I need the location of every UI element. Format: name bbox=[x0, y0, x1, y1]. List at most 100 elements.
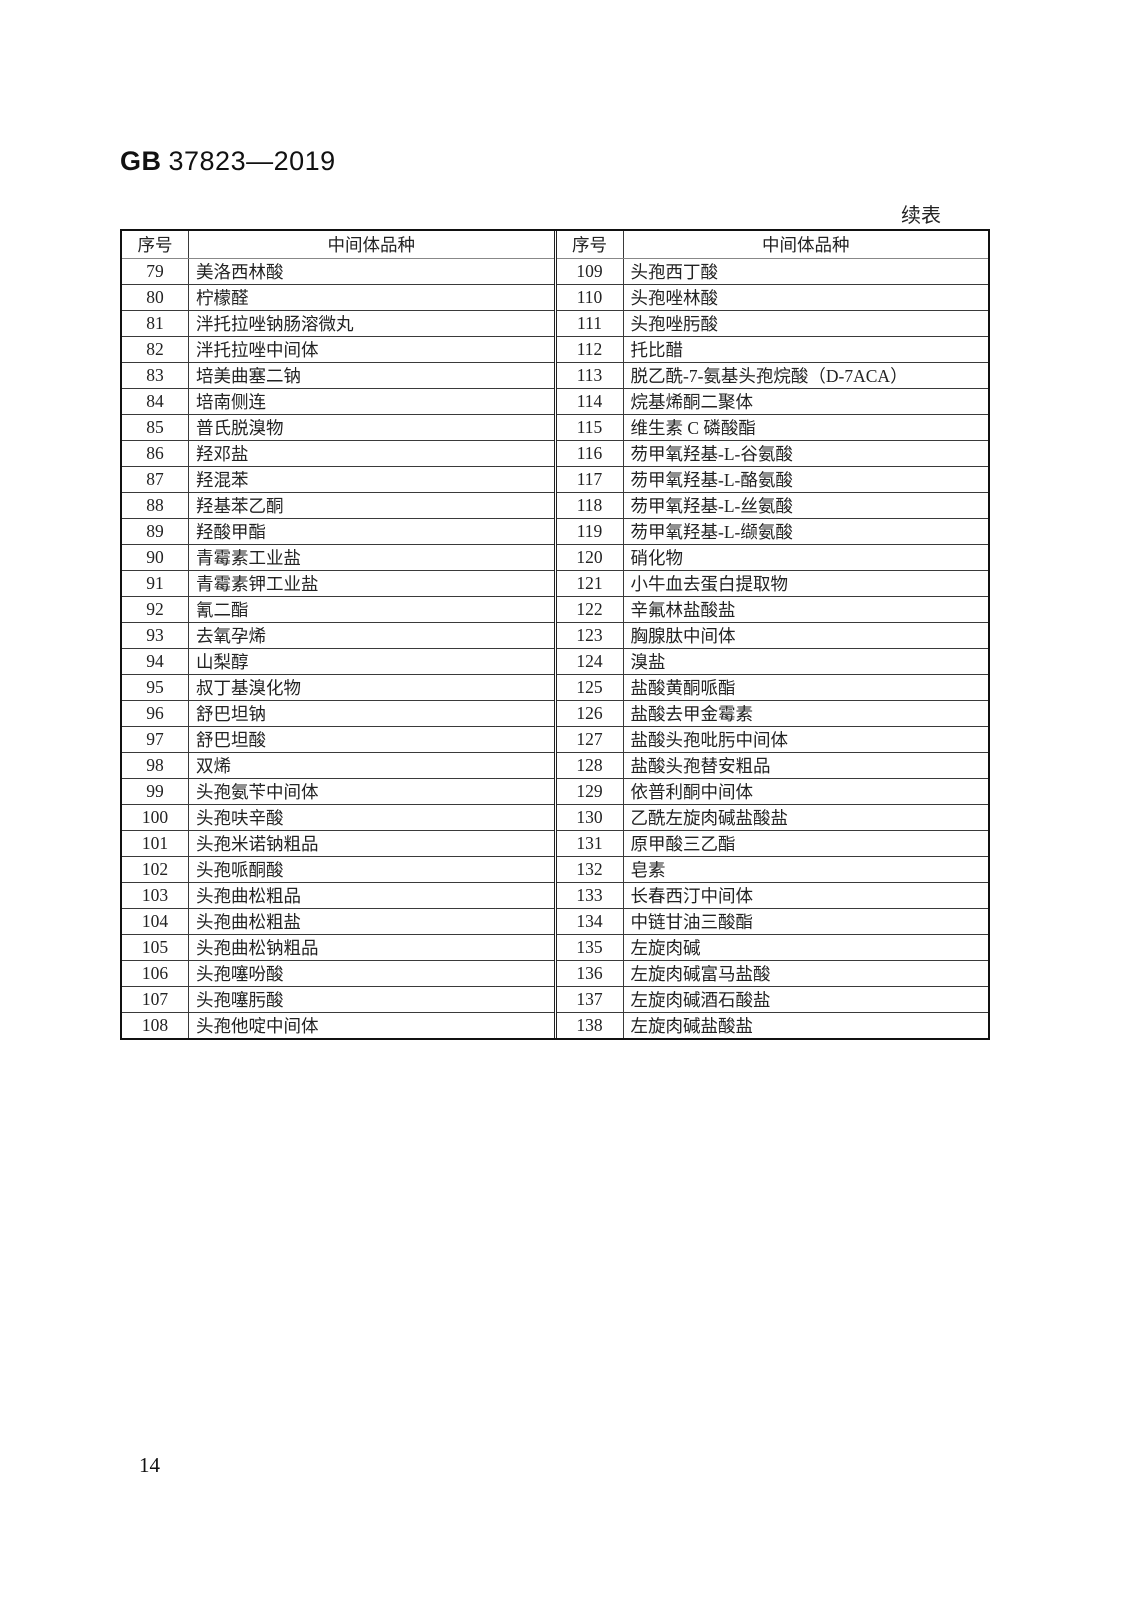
row-seq: 85 bbox=[122, 414, 189, 441]
row-name: 左旋肉碱 bbox=[623, 934, 988, 961]
row-seq: 127 bbox=[556, 726, 624, 753]
table-row: 92 氰二酯 bbox=[122, 596, 554, 623]
table-row: 138 左旋肉碱盐酸盐 bbox=[556, 1012, 989, 1038]
row-name: 泮托拉唑中间体 bbox=[188, 336, 554, 363]
table-row: 103 头孢曲松粗品 bbox=[122, 882, 554, 909]
col-header-seq: 序号 bbox=[122, 231, 189, 259]
row-seq: 88 bbox=[122, 492, 189, 519]
row-seq: 80 bbox=[122, 284, 189, 311]
row-seq: 125 bbox=[556, 674, 624, 701]
row-seq: 96 bbox=[122, 700, 189, 727]
row-seq: 81 bbox=[122, 310, 189, 337]
table-row: 121 小牛血去蛋白提取物 bbox=[556, 570, 988, 597]
row-name: 去氧孕烯 bbox=[188, 622, 554, 649]
row-seq: 114 bbox=[556, 388, 624, 415]
table-row: 84 培南侧连 bbox=[122, 388, 554, 415]
row-seq: 119 bbox=[556, 518, 624, 545]
row-name: 脱乙酰-7-氨基头孢烷酸（D-7ACA） bbox=[623, 362, 988, 389]
row-name: 叔丁基溴化物 bbox=[188, 674, 554, 701]
row-seq: 84 bbox=[122, 388, 189, 415]
row-seq: 87 bbox=[122, 466, 189, 493]
row-seq: 108 bbox=[122, 1012, 189, 1038]
row-seq: 93 bbox=[122, 622, 189, 649]
row-seq: 100 bbox=[122, 804, 189, 831]
table-row: 79 美洛西林酸 bbox=[122, 258, 554, 285]
table-row: 96 舒巴坦钠 bbox=[122, 700, 554, 727]
row-seq: 89 bbox=[122, 518, 189, 545]
table-row: 113 脱乙酰-7-氨基头孢烷酸（D-7ACA） bbox=[556, 362, 988, 389]
row-name: 盐酸头孢吡肟中间体 bbox=[623, 726, 988, 753]
table-row: 80 柠檬醛 bbox=[122, 284, 554, 311]
row-name: 盐酸头孢替安粗品 bbox=[623, 752, 988, 779]
row-name: 普氏脱溴物 bbox=[188, 414, 554, 441]
table-row: 95 叔丁基溴化物 bbox=[122, 674, 554, 701]
row-name: 头孢他啶中间体 bbox=[196, 1016, 319, 1036]
row-name: 依普利酮中间体 bbox=[623, 778, 988, 805]
table-row: 125 盐酸黄酮哌酯 bbox=[556, 674, 988, 701]
table-row: 128 盐酸头孢替安粗品 bbox=[556, 752, 988, 779]
table-row: 85 普氏脱溴物 bbox=[122, 414, 554, 441]
table-row: 112 托比醋 bbox=[556, 336, 988, 363]
table-row: 129 依普利酮中间体 bbox=[556, 778, 988, 805]
row-name: 头孢唑林酸 bbox=[623, 284, 988, 311]
table-row: 116 芴甲氧羟基-L-谷氨酸 bbox=[556, 440, 988, 467]
table-row: 120 硝化物 bbox=[556, 544, 988, 571]
row-seq: 135 bbox=[556, 934, 624, 961]
table-row: 93 去氧孕烯 bbox=[122, 622, 554, 649]
table-row: 101 头孢米诺钠粗品 bbox=[122, 830, 554, 857]
row-seq: 123 bbox=[556, 622, 624, 649]
row-name: 羟基苯乙酮 bbox=[188, 492, 554, 519]
row-name: 盐酸去甲金霉素 bbox=[623, 700, 988, 727]
row-name: 左旋肉碱酒石酸盐 bbox=[623, 986, 988, 1013]
page-number: 14 bbox=[139, 1453, 160, 1477]
table-right-body: 109 头孢西丁酸 110 头孢唑林酸 111 头孢唑肟酸 112 bbox=[556, 258, 989, 1038]
row-name: 头孢曲松粗盐 bbox=[188, 908, 554, 935]
table-row: 114 烷基烯酮二聚体 bbox=[556, 388, 988, 415]
row-name: 美洛西林酸 bbox=[188, 258, 554, 285]
table-row: 98 双烯 bbox=[122, 752, 554, 779]
row-name: 小牛血去蛋白提取物 bbox=[623, 570, 988, 597]
row-seq: 103 bbox=[122, 882, 189, 909]
row-name: 芴甲氧羟基-L-谷氨酸 bbox=[623, 440, 988, 467]
row-name: 氰二酯 bbox=[188, 596, 554, 623]
row-name: 泮托拉唑钠肠溶微丸 bbox=[188, 310, 554, 337]
row-name: 乙酰左旋肉碱盐酸盐 bbox=[623, 804, 988, 831]
row-name: 山梨醇 bbox=[188, 648, 554, 675]
row-seq: 92 bbox=[122, 596, 189, 623]
row-name: 中链甘油三酸酯 bbox=[623, 908, 988, 935]
row-seq: 124 bbox=[556, 648, 624, 675]
row-seq: 134 bbox=[556, 908, 624, 935]
row-name: 头孢米诺钠粗品 bbox=[188, 830, 554, 857]
row-name: 芴甲氧羟基-L-酪氨酸 bbox=[623, 466, 988, 493]
table-row: 107 头孢噻肟酸 bbox=[122, 986, 554, 1013]
row-name: 皂素 bbox=[623, 856, 988, 883]
row-name: 培南侧连 bbox=[188, 388, 554, 415]
doc-code: GB 37823—2019 bbox=[120, 146, 336, 177]
row-seq: 104 bbox=[122, 908, 189, 935]
row-seq: 131 bbox=[556, 830, 624, 857]
table-row: 123 胸腺肽中间体 bbox=[556, 622, 988, 649]
row-seq: 118 bbox=[556, 492, 624, 519]
col-header-name: 中间体品种 bbox=[623, 231, 988, 259]
table-row: 111 头孢唑肟酸 bbox=[556, 310, 988, 337]
row-name: 溴盐 bbox=[623, 648, 988, 675]
table-row: 115 维生素 C 磷酸酯 bbox=[556, 414, 988, 441]
table-row: 97 舒巴坦酸 bbox=[122, 726, 554, 753]
table-row: 99 头孢氨苄中间体 bbox=[122, 778, 554, 805]
row-seq: 109 bbox=[556, 258, 624, 285]
row-seq: 106 bbox=[122, 960, 189, 987]
row-name: 芴甲氧羟基-L-丝氨酸 bbox=[623, 492, 988, 519]
row-seq: 111 bbox=[556, 310, 624, 337]
row-name: 双烯 bbox=[188, 752, 554, 779]
row-name: 舒巴坦酸 bbox=[188, 726, 554, 753]
table-row: 137 左旋肉碱酒石酸盐 bbox=[556, 986, 988, 1013]
row-seq: 110 bbox=[556, 284, 624, 311]
table-row: 131 原甲酸三乙酯 bbox=[556, 830, 988, 857]
row-seq: 105 bbox=[122, 934, 189, 961]
row-name: 头孢西丁酸 bbox=[623, 258, 988, 285]
row-seq: 130 bbox=[556, 804, 624, 831]
row-name: 硝化物 bbox=[623, 544, 988, 571]
row-name: 烷基烯酮二聚体 bbox=[623, 388, 988, 415]
row-name: 头孢氨苄中间体 bbox=[188, 778, 554, 805]
row-name: 羟酸甲酯 bbox=[188, 518, 554, 545]
